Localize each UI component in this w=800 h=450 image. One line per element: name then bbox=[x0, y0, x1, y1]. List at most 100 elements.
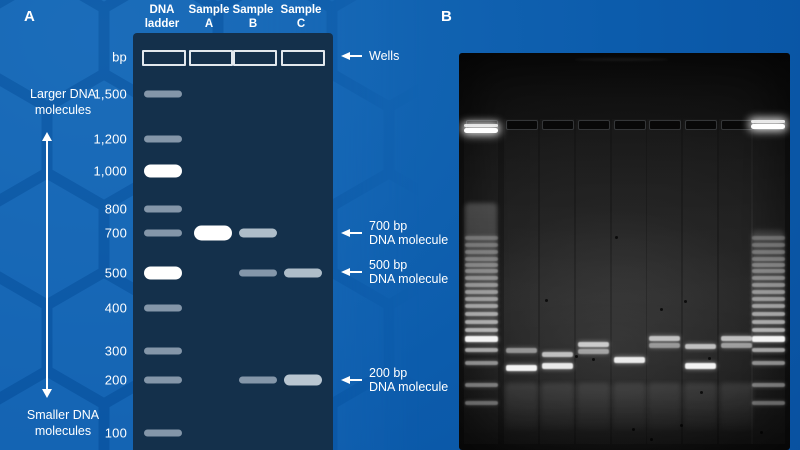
photo-ladder-band bbox=[752, 304, 785, 308]
photo-ladder-band bbox=[752, 328, 785, 332]
photo-sample-band bbox=[685, 344, 716, 349]
photo-sample-band bbox=[542, 363, 573, 369]
photo-ladder-band bbox=[465, 304, 498, 308]
sample-band bbox=[194, 225, 232, 241]
arrow-shaft bbox=[350, 55, 362, 57]
photo-ladder-band bbox=[465, 383, 498, 387]
arrow-head bbox=[341, 229, 350, 237]
scale-label: 700 bbox=[104, 225, 127, 241]
dust-speck bbox=[592, 358, 595, 361]
arrow-head bbox=[341, 376, 350, 384]
dust-speck bbox=[615, 236, 618, 239]
photo-lane-stripe bbox=[576, 119, 610, 444]
diagram-well bbox=[233, 50, 277, 66]
ladder-band bbox=[144, 376, 182, 384]
scale-label: 1,200 bbox=[93, 131, 127, 147]
photo-ladder-band bbox=[752, 263, 785, 267]
sample-band bbox=[239, 376, 277, 384]
lane-header: Sample A bbox=[188, 4, 230, 30]
scale-label: 500 bbox=[104, 265, 127, 281]
photo-ladder-band bbox=[465, 348, 498, 352]
dust-speck bbox=[684, 300, 687, 303]
photo-well bbox=[685, 120, 717, 130]
scale-label: 200 bbox=[104, 372, 127, 388]
photo-bottom-smear bbox=[541, 383, 574, 431]
lane-header: DNA ladder bbox=[144, 4, 180, 30]
left-arrow-icon bbox=[341, 268, 362, 276]
photo-ladder-band bbox=[752, 361, 785, 365]
photo-bottom-smear bbox=[720, 383, 753, 431]
photo-well bbox=[506, 120, 538, 130]
ladder-band bbox=[144, 229, 182, 237]
sample-band bbox=[239, 228, 277, 238]
photo-bottom-smear bbox=[505, 383, 538, 431]
photo-ladder-band bbox=[465, 320, 498, 324]
photo-sample-band bbox=[578, 342, 609, 347]
photo-ladder-band bbox=[465, 263, 498, 267]
smaller-dna-label: Smaller DNA molecules bbox=[26, 408, 100, 438]
gel-photo bbox=[459, 53, 790, 450]
dust-speck bbox=[632, 428, 635, 431]
annotation-text: 200 bp DNA molecule bbox=[369, 366, 449, 394]
photo-ladder-band bbox=[752, 348, 785, 352]
diagram-well bbox=[281, 50, 325, 66]
larger-dna-label: Larger DNA molecules bbox=[30, 87, 96, 117]
photo-sample-band bbox=[721, 336, 752, 341]
scale-label: 100 bbox=[104, 425, 127, 441]
annotation-text: 500 bp DNA molecule bbox=[369, 258, 449, 286]
photo-ladder-band bbox=[465, 361, 498, 365]
photo-ladder-band bbox=[465, 243, 498, 247]
ladder-band bbox=[144, 164, 182, 178]
photo-marker-band bbox=[464, 128, 498, 133]
dust-speck bbox=[760, 431, 763, 434]
photo-marker-band bbox=[464, 124, 498, 127]
ladder-band bbox=[144, 90, 182, 98]
photo-ladder-band bbox=[465, 236, 498, 240]
scale-label: 1,500 bbox=[93, 86, 127, 102]
photo-lane-stripe bbox=[719, 119, 753, 444]
arrow-shaft bbox=[350, 232, 362, 234]
annotation-text: Wells bbox=[369, 49, 400, 63]
photo-ladder-band bbox=[465, 269, 498, 273]
photo-ladder-band bbox=[752, 283, 785, 287]
photo-ladder-band bbox=[752, 401, 785, 405]
photo-sample-band bbox=[649, 336, 680, 341]
photo-ladder-band bbox=[752, 336, 785, 342]
annotation-wells: Wells bbox=[341, 49, 399, 63]
arrow-up-icon bbox=[42, 132, 52, 141]
panel-a-label: A bbox=[24, 8, 36, 25]
ladder-band bbox=[144, 205, 182, 213]
sample-band bbox=[284, 374, 322, 386]
photo-reflection bbox=[574, 58, 669, 61]
photo-well bbox=[578, 120, 610, 130]
photo-ladder-band bbox=[752, 276, 785, 280]
photo-ladder-band bbox=[465, 297, 498, 301]
photo-lane-stripe bbox=[612, 119, 646, 444]
photo-sample-band bbox=[506, 348, 537, 353]
photo-bottom-smear bbox=[648, 383, 681, 431]
ladder-band bbox=[144, 266, 182, 280]
photo-bottom-smear bbox=[577, 383, 610, 431]
photo-well bbox=[614, 120, 646, 130]
photo-ladder-band bbox=[465, 401, 498, 405]
annotation-200bp: 200 bp DNA molecule bbox=[341, 366, 448, 394]
scale-label: 800 bbox=[104, 201, 127, 217]
photo-marker-band bbox=[751, 120, 785, 123]
photo-lane-stripe bbox=[504, 119, 538, 444]
photo-ladder-band bbox=[465, 276, 498, 280]
photo-ladder-smear bbox=[752, 230, 784, 345]
photo-sample-band bbox=[506, 365, 537, 371]
photo-bottom-smear bbox=[613, 383, 646, 431]
panel-b-label: B bbox=[441, 8, 453, 25]
photo-sample-band bbox=[721, 343, 752, 348]
photo-ladder-band bbox=[752, 257, 785, 261]
diagram-well bbox=[142, 50, 186, 66]
photo-ladder-band bbox=[752, 243, 785, 247]
photo-ladder-band bbox=[752, 320, 785, 324]
photo-well bbox=[542, 120, 574, 130]
sample-band bbox=[239, 269, 277, 277]
ladder-band bbox=[144, 304, 182, 312]
dust-speck bbox=[680, 424, 683, 427]
diagram-well bbox=[189, 50, 233, 66]
bp-unit-label: bp bbox=[112, 49, 127, 65]
